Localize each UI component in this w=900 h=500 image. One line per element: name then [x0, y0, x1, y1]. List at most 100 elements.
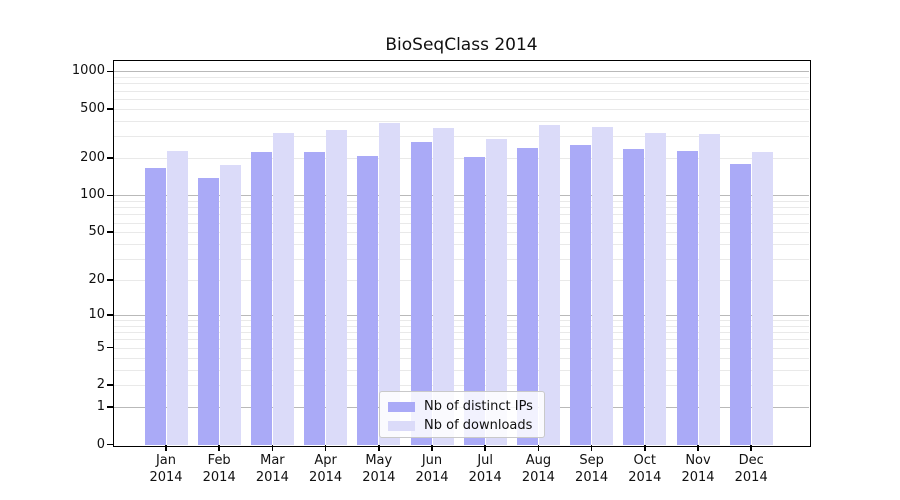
gridline-minor	[114, 259, 809, 261]
x-axis-tick-mark	[218, 445, 220, 451]
month-name: May	[365, 453, 393, 468]
y-axis-tick-mark	[107, 346, 113, 349]
y-axis-tick-label: 1	[96, 399, 105, 415]
gridline-minor	[114, 320, 809, 322]
gridline-minor	[114, 332, 809, 334]
bar-downloads	[272, 133, 294, 445]
month-year: 2014	[575, 470, 609, 485]
bar-downloads	[485, 139, 507, 445]
bar-downloads	[751, 152, 773, 445]
month-year: 2014	[255, 470, 289, 485]
gridline-minor	[114, 200, 809, 202]
month-name: Jul	[477, 453, 494, 468]
x-axis-tick-mark	[484, 445, 486, 451]
y-axis-tick-mark	[107, 279, 113, 281]
x-axis-tick-mark	[165, 445, 167, 451]
bar-downloads	[432, 128, 454, 445]
y-axis-tick-label: 5	[96, 339, 105, 355]
gridline-minor	[114, 214, 809, 216]
gridline-major	[114, 71, 809, 73]
gridline-minor	[114, 357, 809, 359]
y-axis-tick-label: 2	[96, 377, 105, 393]
legend-row-downloads: Nb of downloads	[388, 416, 536, 435]
gridline-minor	[114, 136, 809, 138]
gridline-minor	[114, 77, 809, 79]
bar-distinct-ips	[463, 157, 485, 445]
gridline-minor	[114, 83, 809, 85]
x-axis-tick-mark	[750, 445, 752, 451]
bar-distinct-ips	[357, 156, 379, 445]
x-axis-month-label: Jul 2014	[453, 452, 517, 486]
month-name: Jan	[155, 453, 177, 468]
x-axis-tick-mark	[324, 445, 327, 451]
gridline-minor	[114, 347, 809, 349]
legend-label-distinct-ips: Nb of distinct IPs	[424, 399, 533, 414]
x-axis-tick-mark	[644, 445, 646, 451]
bar-downloads	[379, 122, 401, 445]
y-axis-tick-mark	[107, 406, 113, 408]
x-axis-month-label: Apr 2014	[294, 452, 358, 486]
bar-distinct-ips	[410, 141, 432, 445]
gridline-major	[114, 195, 809, 197]
bar-downloads	[645, 132, 667, 445]
bar-distinct-ips	[197, 177, 219, 445]
bar-distinct-ips	[676, 151, 698, 445]
y-axis-tick-mark	[107, 70, 113, 73]
month-name: Jun	[421, 453, 443, 468]
gridline-minor	[114, 339, 809, 341]
x-axis-month-label: Jun 2014	[400, 452, 464, 486]
y-axis-tick-label: 200	[80, 150, 105, 166]
bar-downloads	[698, 133, 720, 445]
y-axis-tick-mark	[107, 231, 113, 233]
y-axis-tick-label: 0	[96, 436, 105, 452]
x-axis-month-label: Aug 2014	[506, 452, 570, 486]
legend-label-downloads: Nb of downloads	[424, 418, 533, 433]
bar-downloads	[592, 127, 614, 445]
x-axis-tick-mark	[271, 445, 274, 451]
y-axis-tick-label: 20	[88, 272, 105, 288]
x-axis-month-label: Nov 2014	[666, 452, 730, 486]
bar-downloads	[538, 124, 560, 445]
month-name: Aug	[525, 453, 552, 468]
x-axis-tick-mark	[537, 445, 540, 451]
month-year: 2014	[202, 470, 236, 485]
month-year: 2014	[681, 470, 715, 485]
month-name: Sep	[579, 453, 604, 468]
gridline-minor	[114, 90, 809, 92]
month-year: 2014	[468, 470, 502, 485]
x-axis-month-label: Oct 2014	[613, 452, 677, 486]
x-axis-month-label: Jan 2014	[134, 452, 198, 486]
gridline-minor	[114, 385, 809, 387]
month-name: Nov	[685, 453, 711, 468]
y-axis-tick-mark	[107, 108, 113, 110]
gridline-minor	[114, 280, 809, 282]
bar-distinct-ips	[570, 145, 592, 445]
y-axis-tick-mark	[107, 314, 113, 316]
month-year: 2014	[149, 470, 183, 485]
y-axis-tick-label: 50	[88, 224, 105, 240]
month-year: 2014	[362, 470, 396, 485]
month-year: 2014	[521, 470, 555, 485]
y-axis-tick-label: 100	[80, 187, 105, 203]
month-year: 2014	[309, 470, 343, 485]
gridline-minor	[114, 369, 809, 371]
bar-distinct-ips	[304, 151, 326, 445]
gridline-minor	[114, 222, 809, 224]
y-axis-tick-label: 10	[88, 307, 105, 322]
month-year: 2014	[415, 470, 449, 485]
bar-downloads	[326, 130, 348, 445]
gridline-minor	[114, 158, 809, 160]
month-name: Apr	[314, 453, 337, 468]
bar-distinct-ips	[250, 152, 272, 445]
x-axis-month-label: Dec 2014	[719, 452, 783, 486]
gridline-minor	[114, 207, 809, 209]
x-axis-month-label: Mar 2014	[240, 452, 304, 486]
y-axis-tick-mark	[107, 157, 113, 159]
chart-title: BioSeqClass 2014	[385, 35, 538, 55]
bar-distinct-ips	[623, 148, 645, 445]
bar-distinct-ips	[144, 167, 166, 445]
bar-downloads	[166, 150, 188, 445]
month-name: Feb	[207, 453, 231, 468]
bar-downloads	[219, 164, 241, 445]
